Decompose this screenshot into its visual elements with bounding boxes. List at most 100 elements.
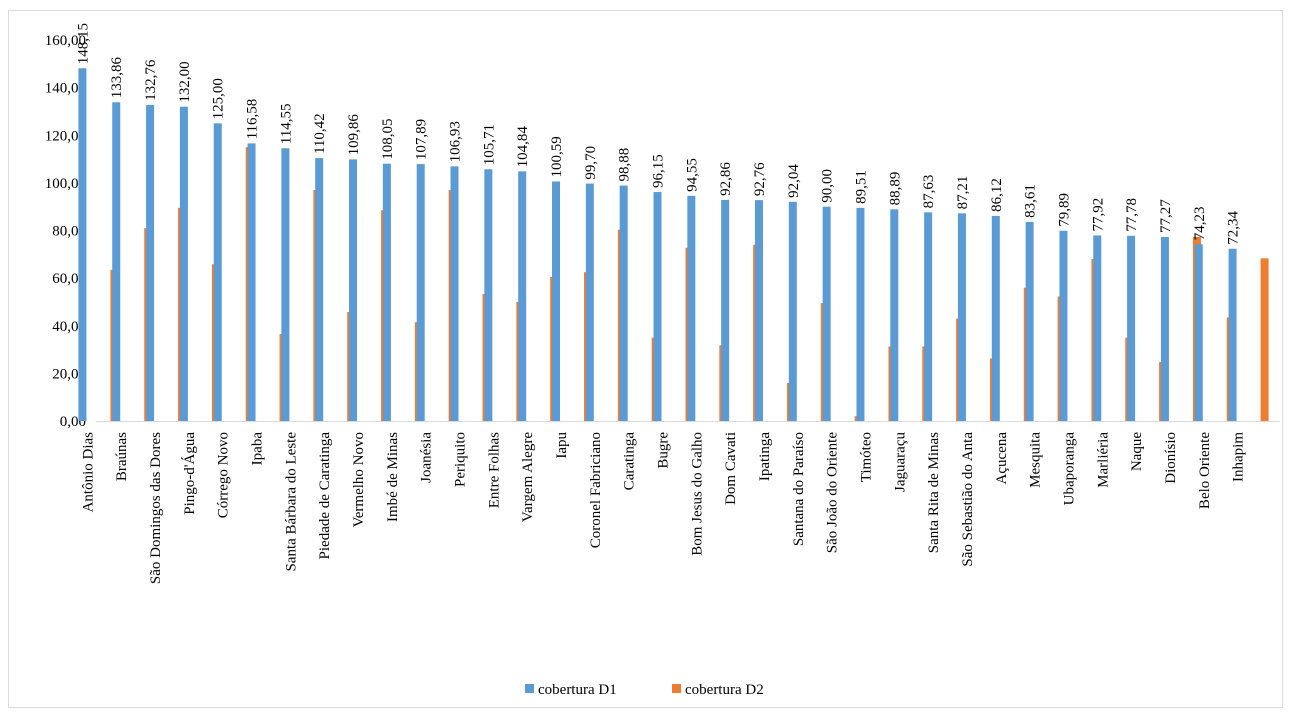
bar-d1	[585, 183, 594, 421]
category-label: Timóteo	[858, 432, 874, 482]
data-label-d1: 99,70	[583, 146, 599, 180]
data-label-d1: 77,78	[1124, 198, 1140, 232]
bar-d1	[1025, 221, 1034, 421]
category-label: Santa Rita de Minas	[926, 432, 942, 553]
bar-d1	[653, 192, 662, 421]
data-label-d1: 74,23	[1192, 206, 1208, 240]
data-label-d1: 114,55	[278, 104, 294, 145]
category-label: Naque	[1129, 432, 1145, 471]
data-label-d1: 77,27	[1158, 199, 1174, 233]
data-label-d1: 94,55	[684, 158, 700, 192]
y-tick-label: 140,00	[45, 81, 86, 97]
category-label: Antônio Dias	[80, 432, 96, 513]
data-label-d1: 100,59	[549, 136, 565, 177]
data-label-d1: 92,04	[786, 164, 802, 198]
bar-d1	[957, 213, 966, 421]
data-label-d1: 148,15	[75, 23, 91, 64]
category-label: São Domingos das Dores	[148, 432, 164, 584]
data-label-d1: 125,00	[211, 78, 227, 119]
legend-swatch-d1	[525, 684, 534, 693]
y-tick-label: 80,00	[52, 224, 86, 240]
bar-d1	[349, 159, 358, 421]
data-label-d1: 132,76	[143, 59, 159, 101]
data-label-d1: 110,42	[312, 113, 328, 154]
bar-d1	[247, 143, 256, 422]
bar-d1	[315, 158, 324, 421]
category-label: Dom Cavati	[723, 432, 739, 505]
y-tick-label: 60,00	[52, 271, 86, 287]
category-label: Inhapim	[1231, 432, 1247, 482]
data-label-d1: 104,84	[515, 126, 531, 168]
bar-d1	[281, 148, 290, 421]
category-label: Vargem Alegre	[520, 432, 536, 522]
data-label-d1: 77,92	[1090, 198, 1106, 232]
category-label: Vermelho Novo	[351, 432, 367, 527]
data-label-d1: 92,76	[752, 162, 768, 196]
data-label-d1: 90,00	[820, 169, 836, 203]
category-label: Iapu	[554, 432, 570, 459]
bar-d1	[721, 199, 730, 421]
bar-d1	[213, 123, 222, 421]
data-label-d1: 116,58	[245, 99, 261, 140]
bar-d1	[1228, 248, 1237, 421]
data-label-d1: 133,86	[109, 56, 125, 98]
category-label: Dionísio	[1163, 432, 1179, 484]
category-label: Belo Oriente	[1197, 432, 1213, 509]
data-label-d1: 72,34	[1226, 210, 1242, 244]
legend: cobertura D1 cobertura D2	[525, 682, 764, 698]
bar-d1	[78, 68, 87, 422]
category-label: Marliéria	[1095, 432, 1111, 488]
legend-swatch-d2	[672, 684, 681, 693]
bar-d1	[687, 195, 696, 421]
bar-d1	[112, 102, 121, 421]
bar-d1	[146, 104, 155, 422]
category-label: Joanésia	[419, 432, 435, 483]
category-label: Jaguaraçu	[892, 432, 908, 492]
category-label: Santa Bárbara do Leste	[283, 432, 299, 572]
data-label-d1: 87,21	[955, 176, 971, 210]
category-label: Santana do Paraíso	[791, 432, 807, 546]
category-label: Periquito	[453, 432, 469, 487]
category-label: Caratinga	[622, 432, 638, 491]
bar-d1	[1093, 235, 1102, 421]
data-label-d1: 105,71	[481, 124, 497, 165]
data-label-d1: 107,89	[414, 119, 430, 160]
bar-d1	[924, 212, 933, 421]
data-label-d1: 92,86	[718, 162, 734, 196]
bar-d1	[179, 106, 188, 422]
data-label-d1: 132,00	[177, 61, 193, 102]
data-label-d1: 106,93	[448, 121, 464, 162]
category-label: Entre Folhas	[486, 432, 502, 508]
bar-d1	[1059, 230, 1068, 421]
category-label: Ubaporanga	[1061, 432, 1077, 506]
category-label: Açucena	[994, 432, 1010, 485]
category-label: Pingo-d'Água	[181, 432, 198, 515]
y-axis-tick-labels: 0,0020,0040,0060,0080,00100,00120,00140,…	[45, 33, 86, 430]
category-label: Piedade de Caratinga	[317, 432, 333, 560]
category-label: Bugre	[656, 432, 672, 469]
category-label: Coronel Fabriciano	[588, 432, 604, 548]
y-tick-label: 40,00	[52, 319, 86, 335]
bar-d1	[856, 207, 865, 421]
bar-d1	[1194, 244, 1203, 421]
legend-label-d2: cobertura D2	[685, 682, 764, 698]
y-tick-label: 20,00	[52, 366, 86, 382]
bar-d1	[450, 166, 459, 421]
bar-d1	[890, 209, 899, 421]
category-label: Braúnas	[114, 432, 130, 481]
y-tick-label: 120,00	[45, 128, 86, 144]
bar-d1	[552, 181, 561, 421]
bar-d1	[382, 163, 391, 421]
bar-d1	[991, 215, 1000, 421]
data-label-d1: 83,61	[1023, 184, 1039, 218]
category-label: Ipaba	[250, 432, 266, 466]
category-labels: Antônio Dias Braúnas São Domingos das Dore…	[80, 432, 1246, 585]
bar-d1	[822, 206, 831, 421]
data-label-d1: 96,15	[651, 154, 667, 188]
data-label-d1: 79,89	[1056, 193, 1072, 227]
data-labels: 148,15 133,86 132,76 132,00 125,00 116,58 114,…	[75, 23, 1241, 245]
data-label-d1: 98,88	[617, 148, 633, 182]
bar-d1	[416, 164, 425, 421]
bar-d1	[518, 171, 527, 421]
